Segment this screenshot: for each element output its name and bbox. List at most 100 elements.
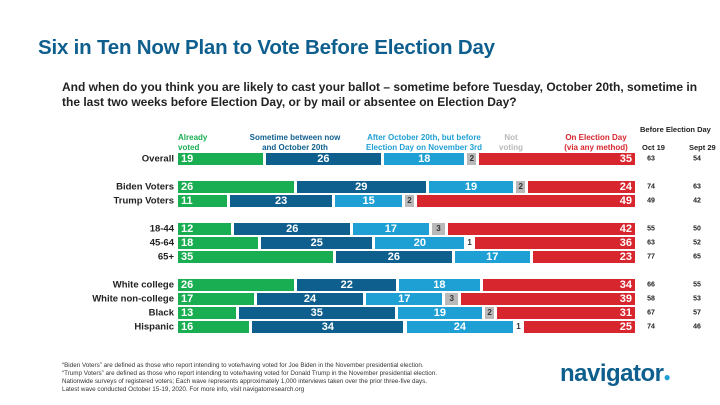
bar-segment-on-election-day-via-any-method-: 42 xyxy=(448,223,635,235)
category-label: 65+ xyxy=(157,251,174,263)
before-election-day-value: 63 xyxy=(693,183,701,191)
category-label: Hispanic xyxy=(134,321,174,333)
bar-segment-sometime-between-now-and-october-20th: 26 xyxy=(265,153,382,165)
before-election-day-value: 58 xyxy=(647,295,655,303)
before-election-day-header: Before Election Day xyxy=(640,125,711,134)
before-election-day-value: 42 xyxy=(693,197,701,205)
footnote: “Biden Voters” are defined as those who … xyxy=(62,362,424,369)
category-label: 45-64 xyxy=(149,237,174,249)
before-election-day-value: 63 xyxy=(647,239,655,247)
bar-segment-sometime-between-now-and-october-20th: 24 xyxy=(256,293,364,305)
before-election-day-value: 55 xyxy=(647,225,655,233)
navigator-logo: navigator● xyxy=(560,360,671,387)
bar-segment-sometime-between-now-and-october-20th: 34 xyxy=(252,321,404,333)
category-label: 18-44 xyxy=(149,223,174,235)
legend-1: Already voted xyxy=(178,133,222,153)
bar-segment-not-voting: 1 xyxy=(467,238,472,247)
bar-segment-not-voting: 2 xyxy=(516,181,526,193)
bar-segment-after-october-20th-but-before-election-day-on-november-3rd: 18 xyxy=(399,279,480,291)
col-oct19-header: Oct 19 xyxy=(642,143,665,152)
bar-segment-already-voted: 12 xyxy=(178,223,232,235)
bar-segment-not-voting: 3 xyxy=(431,223,446,235)
bar-segment-on-election-day-via-any-method-: 25 xyxy=(523,321,635,333)
before-election-day-value: 49 xyxy=(647,197,655,205)
category-label: White college xyxy=(112,279,174,291)
bar-segment-on-election-day-via-any-method-: 24 xyxy=(528,181,635,193)
bar-segment-after-october-20th-but-before-election-day-on-november-3rd: 17 xyxy=(366,293,443,305)
before-election-day-value: 55 xyxy=(693,281,701,289)
bar-segment-on-election-day-via-any-method-: 49 xyxy=(416,195,635,207)
bar-segment-not-voting: 3 xyxy=(445,293,459,305)
category-label: White non-college xyxy=(92,293,174,305)
footnote: Latest wave conducted October 15-19, 202… xyxy=(62,386,305,393)
category-label: Black xyxy=(148,307,174,319)
bar-segment-already-voted: 13 xyxy=(178,307,236,319)
bar-segment-after-october-20th-but-before-election-day-on-november-3rd: 19 xyxy=(428,181,514,193)
bar-segment-sometime-between-now-and-october-20th: 22 xyxy=(297,279,397,291)
before-election-day-value: 46 xyxy=(693,323,701,331)
bar-segment-after-october-20th-but-before-election-day-on-november-3rd: 17 xyxy=(353,223,429,235)
legend-line: On Election Day xyxy=(565,133,627,142)
bar-segment-sometime-between-now-and-october-20th: 23 xyxy=(229,195,333,207)
bar-segment-on-election-day-via-any-method-: 31 xyxy=(497,307,635,319)
bar-segment-not-voting: 1 xyxy=(516,322,521,331)
page-title: Six in Ten Now Plan to Vote Before Elect… xyxy=(38,36,495,59)
bar-segment-already-voted: 16 xyxy=(178,321,250,333)
bar-segment-after-october-20th-but-before-election-day-on-november-3rd: 24 xyxy=(406,321,514,333)
bar-segment-not-voting: 2 xyxy=(467,153,477,165)
footnote: “Trump Voters” are defined as those who … xyxy=(62,370,437,377)
bar-segment-already-voted: 26 xyxy=(178,279,295,291)
legend-line: Not xyxy=(504,133,518,142)
legend-line: Sometime between now xyxy=(249,133,341,142)
before-election-day-value: 74 xyxy=(647,183,655,191)
before-election-day-value: 54 xyxy=(693,155,701,163)
legend-line: voting xyxy=(499,143,523,152)
before-election-day-value: 66 xyxy=(647,281,655,289)
legend-line: voted xyxy=(178,143,200,152)
col-sept29-header: Sept 29 xyxy=(689,143,716,152)
bar-segment-sometime-between-now-and-october-20th: 29 xyxy=(296,181,426,193)
legend-4: Not voting xyxy=(496,133,526,153)
bar-segment-sometime-between-now-and-october-20th: 35 xyxy=(238,307,395,319)
before-election-day-value: 74 xyxy=(647,323,655,331)
bar-segment-on-election-day-via-any-method-: 39 xyxy=(461,293,635,305)
bar-segment-sometime-between-now-and-october-20th: 25 xyxy=(261,237,373,249)
legend-line: (via any method) xyxy=(564,143,628,152)
bar-segment-already-voted: 17 xyxy=(178,293,254,305)
before-election-day-value: 57 xyxy=(693,309,701,317)
bar-segment-after-october-20th-but-before-election-day-on-november-3rd: 15 xyxy=(335,195,403,207)
legend-line: Already xyxy=(178,133,208,142)
before-election-day-value: 53 xyxy=(693,295,701,303)
footnotes: “Biden Voters” are defined as those who … xyxy=(62,362,437,394)
bar-segment-already-voted: 19 xyxy=(178,153,263,165)
before-election-day-value: 50 xyxy=(693,225,701,233)
bar-segment-sometime-between-now-and-october-20th: 26 xyxy=(234,223,351,235)
bar-segment-on-election-day-via-any-method-: 35 xyxy=(479,153,635,165)
before-election-day-value: 63 xyxy=(647,155,655,163)
bar-segment-already-voted: 18 xyxy=(178,237,259,249)
bar-segment-already-voted: 26 xyxy=(178,181,294,193)
category-label: Biden Voters xyxy=(116,181,174,193)
bar-segment-after-october-20th-but-before-election-day-on-november-3rd: 20 xyxy=(375,237,465,249)
bar-segment-not-voting: 2 xyxy=(405,195,414,207)
before-election-day-value: 77 xyxy=(647,253,655,261)
bar-segment-after-october-20th-but-before-election-day-on-november-3rd: 17 xyxy=(454,251,530,263)
survey-question: And when do you think you are likely to … xyxy=(62,80,698,109)
legend-line: Election Day on November 3rd xyxy=(365,143,483,152)
bar-segment-already-voted: 35 xyxy=(178,251,334,263)
bar-segment-not-voting: 2 xyxy=(485,307,495,319)
bar-segment-after-october-20th-but-before-election-day-on-november-3rd: 19 xyxy=(397,307,483,319)
category-label: Overall xyxy=(141,153,174,165)
bar-segment-after-october-20th-but-before-election-day-on-november-3rd: 18 xyxy=(384,153,465,165)
bar-segment-on-election-day-via-any-method-: 23 xyxy=(532,251,635,263)
before-election-day-value: 65 xyxy=(693,253,701,261)
before-election-day-value: 52 xyxy=(693,239,701,247)
bar-segment-sometime-between-now-and-october-20th: 26 xyxy=(336,251,452,263)
category-label: Trump Voters xyxy=(113,195,174,207)
legend-2: Sometime between now and October 20th xyxy=(238,133,352,153)
footnote: Nationwide surveys of registered voters;… xyxy=(62,378,428,385)
bar-segment-already-voted: 11 xyxy=(178,195,227,207)
bar-segment-on-election-day-via-any-method-: 36 xyxy=(474,237,635,249)
legend-3: After October 20th, but before Election D… xyxy=(356,133,492,153)
before-election-day-value: 67 xyxy=(647,309,655,317)
